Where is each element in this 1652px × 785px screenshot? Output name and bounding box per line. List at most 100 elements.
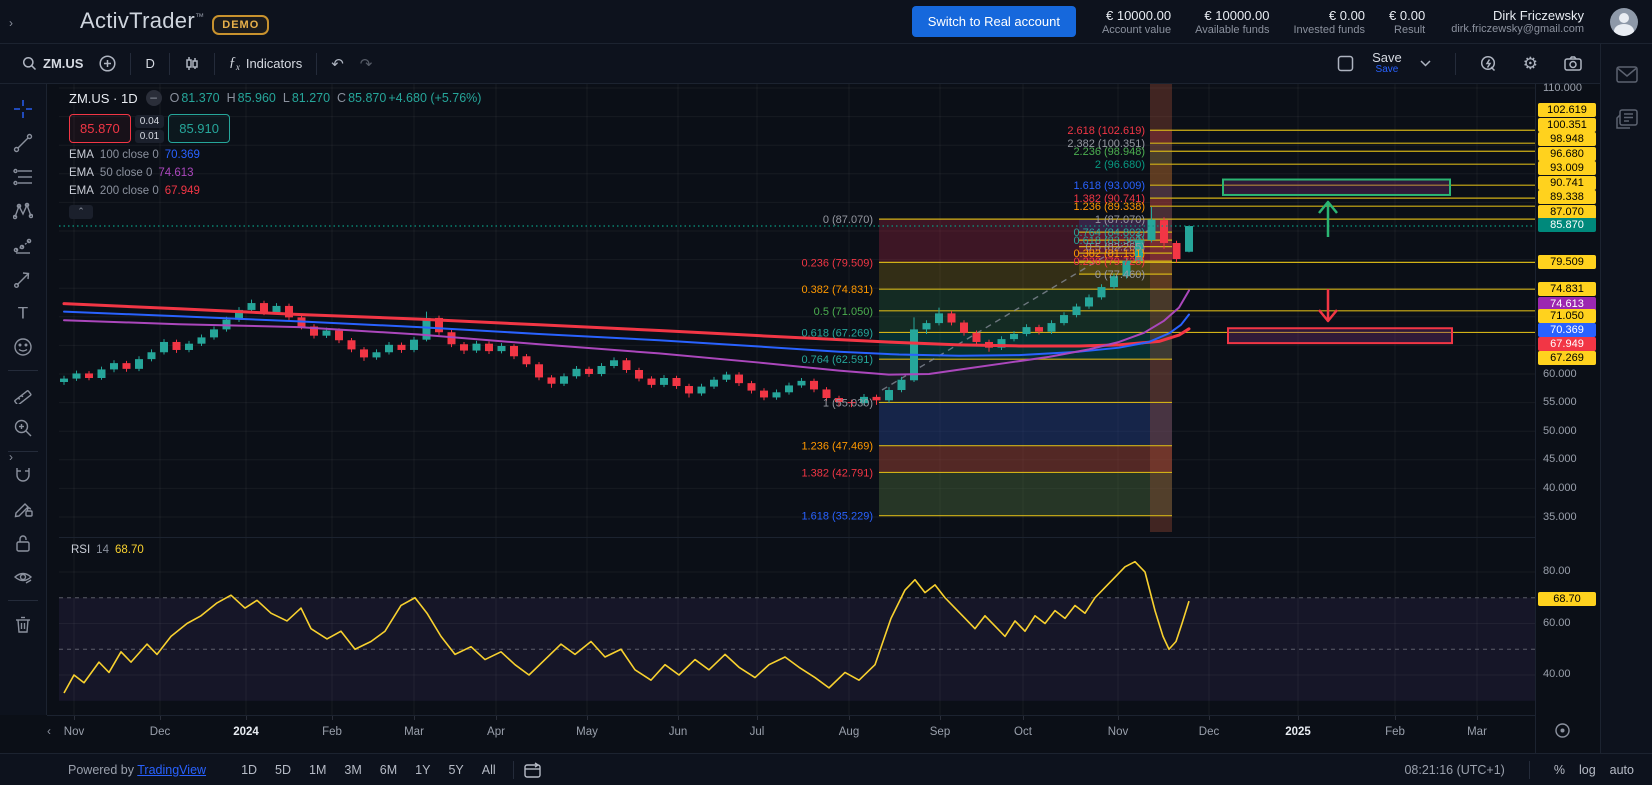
time-label: Apr: [487, 726, 505, 738]
ema-legend-row[interactable]: EMA 50 close 0 74.613: [69, 167, 481, 179]
time-label: Dec: [150, 726, 170, 738]
go-to-date-button[interactable]: [524, 762, 542, 778]
lock-drawings-tool[interactable]: [6, 528, 40, 558]
save-sub-label: Save: [1376, 64, 1399, 76]
price-tick: 40.000: [1536, 482, 1600, 494]
arrow-marker-tool[interactable]: [6, 264, 40, 294]
powered-by: Powered by TradingView: [68, 763, 206, 777]
range-all-button[interactable]: All: [475, 760, 503, 780]
time-label: Feb: [322, 726, 342, 738]
switch-to-real-button[interactable]: Switch to Real account: [912, 6, 1076, 37]
trend-line-tool[interactable]: [6, 128, 40, 158]
remove-drawings-tool[interactable]: [6, 609, 40, 639]
time-axis[interactable]: ‹ NovDec2024FebMarAprMayJunJulAugSepOctN…: [47, 715, 1535, 753]
ohlc-value: 85.960: [238, 91, 276, 105]
price-label: 98.948: [1538, 132, 1596, 146]
expand-watchlist-icon[interactable]: ›: [2, 448, 20, 466]
remove-drawings-icon: [13, 614, 33, 634]
indicators-button[interactable]: ƒx Indicators: [221, 50, 310, 77]
price-chart-pane[interactable]: 0 (87.070)0.236 (79.509)0.382 (74.831)0.…: [59, 84, 1535, 537]
mail-icon[interactable]: [1616, 66, 1638, 83]
price-axis[interactable]: 110.00060.00055.00050.00045.00040.00035.…: [1535, 84, 1600, 753]
hide-drawings-tool[interactable]: [6, 562, 40, 592]
rsi-canvas[interactable]: [59, 538, 1535, 715]
time-label: Feb: [1385, 726, 1405, 738]
ema-legend-row[interactable]: EMA 200 close 0 67.949: [69, 185, 481, 197]
time-label: Jun: [669, 726, 688, 738]
svg-text:T: T: [18, 304, 28, 323]
settings-button[interactable]: ⚙: [1515, 49, 1546, 79]
zoom-in-tool[interactable]: [6, 413, 40, 443]
news-icon[interactable]: [1616, 109, 1638, 129]
range-3m-button[interactable]: 3M: [337, 760, 368, 780]
range-5y-button[interactable]: 5Y: [441, 760, 470, 780]
percent-scale-toggle[interactable]: %: [1554, 763, 1565, 777]
emoji-tool[interactable]: [6, 332, 40, 362]
price-tick: 50.000: [1536, 425, 1600, 437]
sell-bid-button[interactable]: 85.870: [69, 114, 131, 143]
date-range-buttons: 1D5D1M3M6M1Y5YAll: [234, 760, 503, 780]
redo-button[interactable]: ↷: [352, 50, 381, 78]
svg-text:0.236 (79.728): 0.236 (79.728): [1073, 256, 1145, 268]
undo-button[interactable]: ↶: [323, 50, 352, 78]
range-1d-button[interactable]: 1D: [234, 760, 264, 780]
drawing-mode-tool[interactable]: [6, 494, 40, 524]
rsi-pane[interactable]: RSI 14 68.70: [59, 537, 1535, 715]
ohlc-values: O81.370H85.960L81.270C85.870+4.680 (+5.7…: [170, 91, 482, 105]
symbol-label: ZM.US: [43, 56, 83, 71]
account-stat: € 10000.00 Available funds: [1195, 8, 1269, 36]
save-menu-button[interactable]: [1412, 55, 1439, 72]
screenshot-button[interactable]: [1556, 51, 1590, 76]
svg-text:1 (55.030): 1 (55.030): [823, 397, 873, 409]
account-stat: € 0.00 Result: [1389, 8, 1425, 36]
tradingview-link[interactable]: TradingView: [137, 763, 206, 777]
range-5d-button[interactable]: 5D: [268, 760, 298, 780]
price-tick: 60.000: [1536, 368, 1600, 380]
expand-left-panel-icon[interactable]: ›: [2, 14, 20, 32]
fib-retracement-tool[interactable]: [6, 162, 40, 192]
avatar[interactable]: [1610, 8, 1638, 36]
ema-legend-row[interactable]: EMA 100 close 0 70.369: [69, 149, 481, 161]
logo: ActivTrader™ DEMO: [80, 8, 269, 35]
collapse-legend-icon[interactable]: –: [146, 90, 162, 106]
legend-symbol[interactable]: ZM.US · 1D: [69, 91, 138, 106]
ema-value: 67.949: [165, 185, 200, 197]
axis-settings-icon[interactable]: [1554, 722, 1571, 744]
rsi-tick: 40.00: [1536, 668, 1600, 680]
range-1y-button[interactable]: 1Y: [408, 760, 437, 780]
fib-retracement-icon: [13, 167, 33, 187]
rsi-value: 68.70: [115, 544, 144, 556]
compare-add-button[interactable]: [91, 50, 124, 77]
log-scale-toggle[interactable]: log: [1579, 763, 1596, 777]
alerts-button[interactable]: [1472, 50, 1505, 77]
clock-display[interactable]: 08:21:16 (UTC+1): [1404, 763, 1504, 777]
rsi-period: 14: [96, 544, 109, 556]
timeframe-button[interactable]: D: [137, 51, 162, 76]
text-tool-tool[interactable]: T: [6, 298, 40, 328]
drawing-mode-icon: [13, 499, 33, 519]
symbol-search-button[interactable]: ZM.US: [14, 51, 91, 76]
save-button[interactable]: Save Save: [1372, 52, 1402, 76]
measure-tool[interactable]: [6, 379, 40, 409]
forecast-tool[interactable]: [6, 230, 40, 260]
redo-icon: ↷: [360, 55, 373, 73]
xabcd-pattern-tool[interactable]: [6, 196, 40, 226]
crosshair-tool[interactable]: [6, 94, 40, 124]
crosshair-icon: [13, 99, 33, 119]
layout-button[interactable]: [1329, 50, 1362, 77]
magnet-icon: [13, 465, 33, 485]
auto-scale-toggle[interactable]: auto: [1610, 763, 1634, 777]
user-info[interactable]: Dirk Friczewsky dirk.friczewsky@gmail.co…: [1451, 8, 1584, 35]
svg-text:1.618 (35.229): 1.618 (35.229): [801, 511, 873, 523]
buy-ask-button[interactable]: 85.910: [168, 114, 230, 143]
range-1m-button[interactable]: 1M: [302, 760, 333, 780]
chart-style-button[interactable]: [176, 51, 208, 77]
svg-text:2 (96.680): 2 (96.680): [1095, 159, 1145, 171]
fx-icon: ƒx: [229, 55, 240, 72]
range-6m-button[interactable]: 6M: [373, 760, 404, 780]
stat-value: € 0.00: [1293, 8, 1365, 23]
collapse-time-axis-icon[interactable]: ‹: [47, 724, 51, 738]
price-label: 96.680: [1538, 147, 1596, 161]
collapse-indicators-button[interactable]: ⌃: [69, 205, 93, 219]
plus-circle-icon: [99, 55, 116, 72]
